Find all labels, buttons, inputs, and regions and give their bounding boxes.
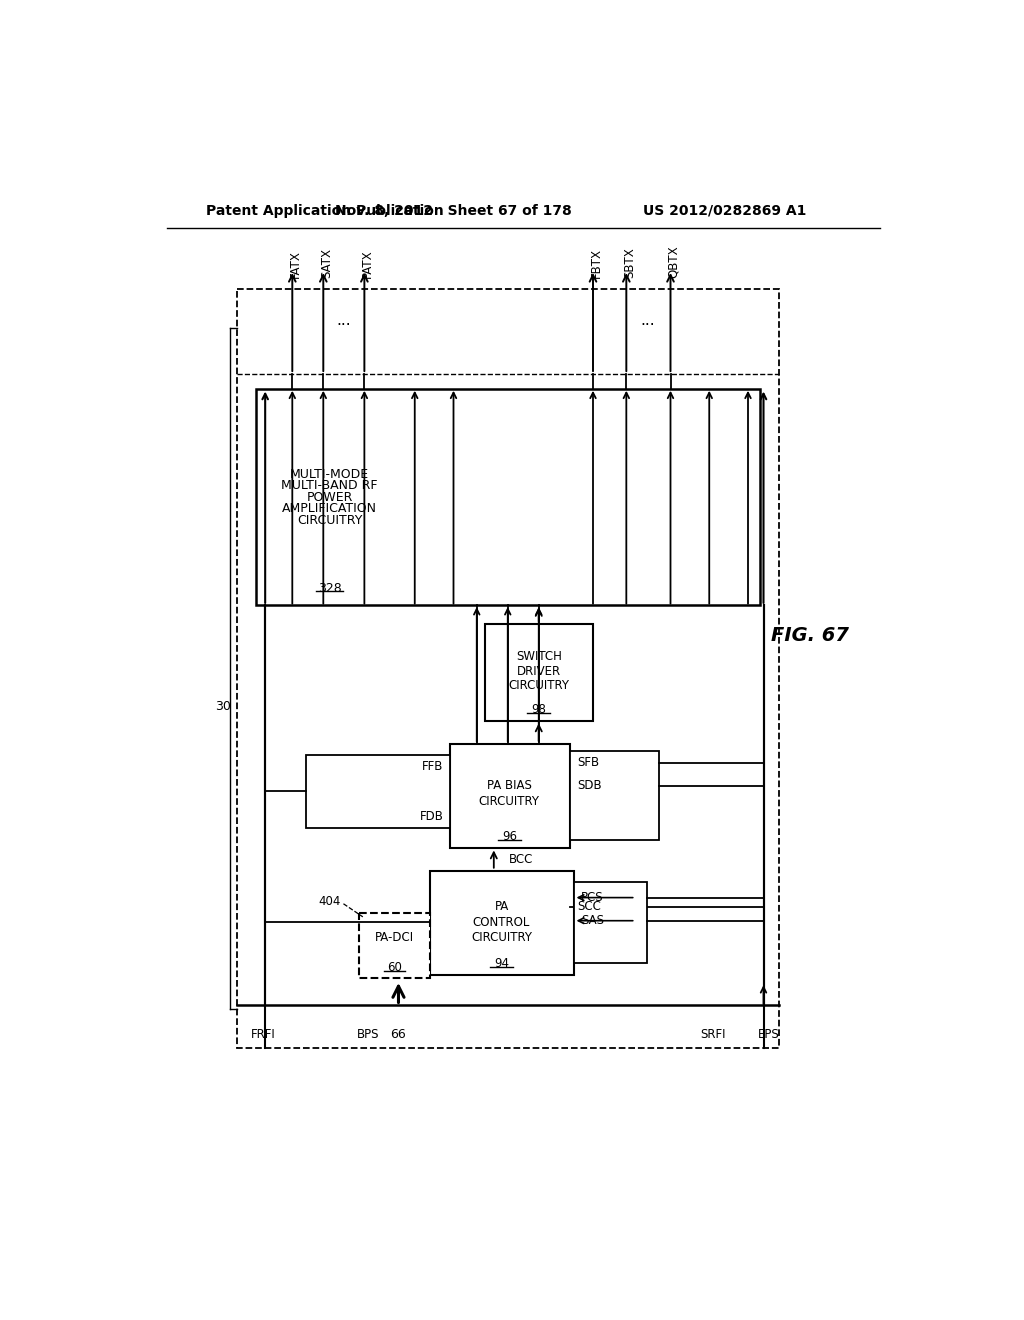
Text: 98: 98 bbox=[531, 704, 546, 717]
FancyBboxPatch shape bbox=[573, 882, 647, 964]
Text: MULTI-BAND RF: MULTI-BAND RF bbox=[282, 479, 378, 492]
Text: EPS: EPS bbox=[758, 1028, 780, 1041]
Text: SFB: SFB bbox=[578, 756, 600, 770]
Text: ...: ... bbox=[336, 313, 351, 327]
Text: SRFI: SRFI bbox=[700, 1028, 726, 1041]
Text: CIRCUITRY: CIRCUITRY bbox=[297, 513, 362, 527]
Text: PA BIAS: PA BIAS bbox=[486, 779, 531, 792]
Text: 30: 30 bbox=[215, 700, 230, 713]
FancyBboxPatch shape bbox=[484, 624, 593, 721]
Text: SCC: SCC bbox=[578, 900, 601, 913]
Text: 404: 404 bbox=[318, 895, 340, 908]
Text: FRFI: FRFI bbox=[251, 1028, 276, 1041]
Text: US 2012/0282869 A1: US 2012/0282869 A1 bbox=[643, 203, 807, 218]
Text: SDB: SDB bbox=[578, 779, 602, 792]
Text: AMPLIFICATION: AMPLIFICATION bbox=[282, 502, 377, 515]
Text: CIRCUITRY: CIRCUITRY bbox=[508, 680, 569, 693]
Text: Patent Application Publication: Patent Application Publication bbox=[206, 203, 443, 218]
Text: CIRCUITRY: CIRCUITRY bbox=[479, 795, 540, 808]
Text: SBTX: SBTX bbox=[623, 247, 636, 277]
Text: SATX: SATX bbox=[319, 248, 333, 277]
Text: FATX: FATX bbox=[289, 249, 302, 277]
Text: PATX: PATX bbox=[361, 249, 374, 277]
Text: QBTX: QBTX bbox=[667, 246, 680, 277]
Text: 328: 328 bbox=[317, 582, 341, 594]
Text: 96: 96 bbox=[502, 830, 517, 843]
Text: PCS: PCS bbox=[582, 891, 604, 904]
Text: CONTROL: CONTROL bbox=[473, 916, 530, 929]
FancyBboxPatch shape bbox=[359, 913, 430, 978]
Text: BCC: BCC bbox=[509, 853, 534, 866]
Text: MULTI-MODE: MULTI-MODE bbox=[290, 467, 369, 480]
Text: 66: 66 bbox=[390, 1028, 407, 1041]
Text: Nov. 8, 2012   Sheet 67 of 178: Nov. 8, 2012 Sheet 67 of 178 bbox=[335, 203, 571, 218]
FancyBboxPatch shape bbox=[430, 871, 573, 974]
Text: PA-DCI: PA-DCI bbox=[375, 931, 414, 944]
Text: SAS: SAS bbox=[582, 915, 604, 927]
Text: FBTX: FBTX bbox=[590, 248, 602, 277]
FancyBboxPatch shape bbox=[569, 751, 658, 840]
Text: CIRCUITRY: CIRCUITRY bbox=[471, 931, 532, 944]
Text: 94: 94 bbox=[494, 957, 509, 970]
FancyBboxPatch shape bbox=[256, 389, 760, 605]
Text: PA: PA bbox=[495, 900, 509, 913]
Text: BPS: BPS bbox=[357, 1028, 380, 1041]
Text: POWER: POWER bbox=[306, 491, 352, 504]
Text: FFB: FFB bbox=[422, 760, 443, 774]
Text: SWITCH: SWITCH bbox=[516, 649, 562, 663]
Text: ...: ... bbox=[641, 313, 655, 327]
FancyBboxPatch shape bbox=[306, 755, 450, 829]
Text: FDB: FDB bbox=[420, 810, 443, 824]
Text: 60: 60 bbox=[387, 961, 402, 974]
Text: FIG. 67: FIG. 67 bbox=[771, 626, 849, 645]
Text: DRIVER: DRIVER bbox=[517, 665, 561, 678]
FancyBboxPatch shape bbox=[450, 743, 569, 847]
